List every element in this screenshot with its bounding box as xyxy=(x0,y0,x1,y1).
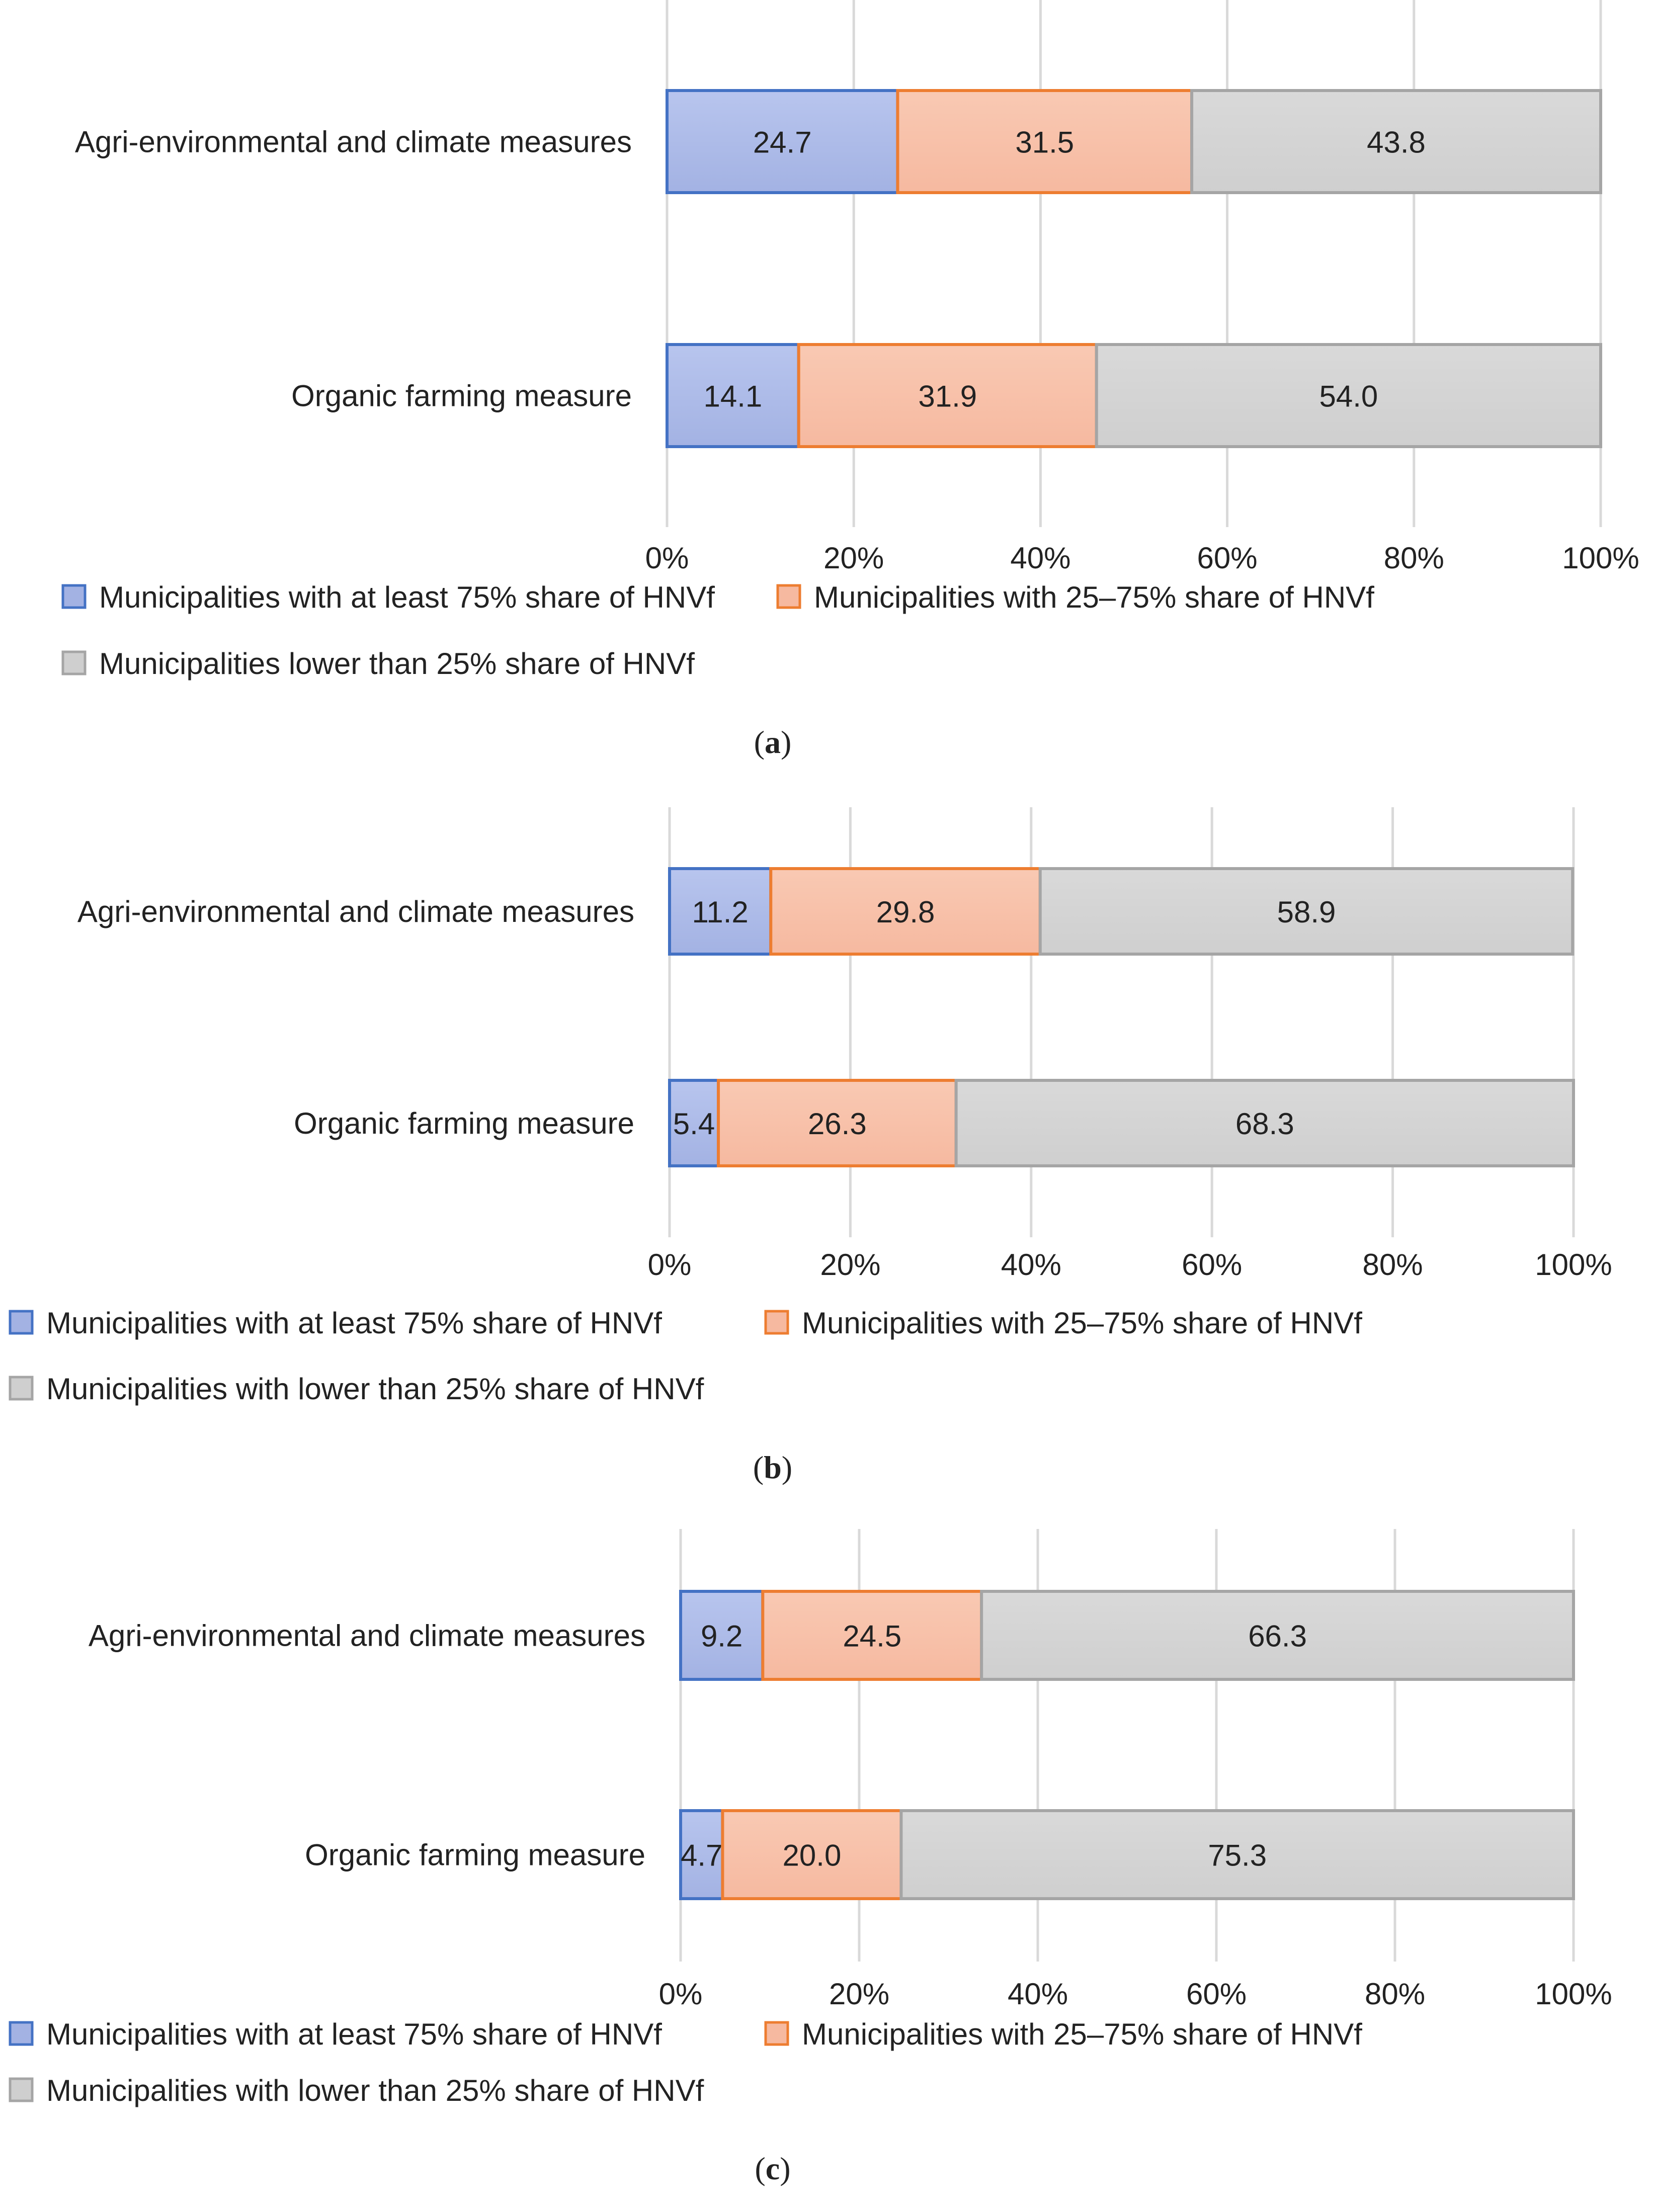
x-tick-label: 0% xyxy=(659,1977,703,2011)
bar-segment xyxy=(679,1809,724,1900)
legend-swatch xyxy=(9,1310,34,1335)
x-tick-label: 80% xyxy=(1363,1248,1423,1282)
panel-a: 0% 20% 40% 60% 80% 100% Agri-environmental and… xyxy=(61,0,1639,760)
data-label: 31.9 xyxy=(918,380,977,413)
x-tick-label: 80% xyxy=(1384,541,1444,575)
legend-label: Municipalities with lower than 25% share… xyxy=(46,1372,704,1406)
bar-segment xyxy=(668,1079,720,1167)
legend-label: Municipalities with lower than 25% share… xyxy=(46,2074,704,2107)
bar-segment xyxy=(1095,343,1602,448)
caption-open: ( xyxy=(755,2151,765,2186)
x-tick-label: 60% xyxy=(1197,541,1258,575)
x-tick-label: 20% xyxy=(820,1248,880,1282)
panel-c: 0% 20% 40% 60% 80% 100% Agri-environmental and… xyxy=(9,1529,1612,2186)
panel-caption: (b) xyxy=(753,1450,792,1485)
legend-label: Municipalities with 25–75% share of HNVf xyxy=(802,1306,1362,1340)
x-tick-label: 80% xyxy=(1365,1977,1425,2011)
legend-label: Municipalities lower than 25% share of H… xyxy=(99,647,695,680)
bar-segment xyxy=(761,1590,983,1681)
panel-caption: (c) xyxy=(755,2151,790,2186)
x-tick-label: 60% xyxy=(1186,1977,1247,2011)
legend-label: Municipalities with 25–75% share of HNVf xyxy=(802,2017,1362,2051)
bar-segment xyxy=(797,343,1098,448)
data-label: 75.3 xyxy=(1208,1839,1267,1873)
category-label: Organic farming measure xyxy=(294,1107,634,1140)
caption-open: ( xyxy=(754,724,765,760)
legend-swatch xyxy=(764,1310,789,1335)
data-label: 14.1 xyxy=(703,380,762,413)
data-label: 31.5 xyxy=(1015,126,1074,159)
bar-segment xyxy=(721,1809,903,1900)
category-label: Agri-environmental and climate measures xyxy=(75,125,632,159)
bar-segment xyxy=(954,1079,1575,1167)
legend-swatch xyxy=(61,650,87,675)
caption-open: ( xyxy=(753,1450,764,1485)
data-label: 9.2 xyxy=(701,1620,742,1653)
x-tick-label: 100% xyxy=(1562,541,1639,575)
legend-label: Municipalities with 25–75% share of HNVf xyxy=(814,580,1374,614)
bar-segment xyxy=(666,343,800,448)
x-tick-label: 20% xyxy=(829,1977,889,2011)
x-tick-label: 100% xyxy=(1535,1248,1612,1282)
legend-swatch xyxy=(9,1376,34,1401)
category-label: Organic farming measure xyxy=(291,379,632,413)
caption-letter: b xyxy=(764,1450,782,1485)
data-label: 26.3 xyxy=(808,1107,867,1141)
caption-close: ) xyxy=(782,1450,792,1485)
data-label: 4.7 xyxy=(681,1839,722,1873)
data-label: 43.8 xyxy=(1367,126,1426,159)
legend-swatch xyxy=(61,584,87,609)
legend-swatch xyxy=(9,2021,34,2046)
legend-swatch xyxy=(9,2077,34,2102)
category-label: Agri-environmental and climate measures xyxy=(77,895,634,928)
category-label: Agri-environmental and climate measures xyxy=(89,1619,645,1653)
legend-label: Municipalities with at least 75% share o… xyxy=(99,580,715,614)
x-tick-label: 40% xyxy=(1010,541,1070,575)
legend-label: Municipalities with at least 75% share o… xyxy=(46,1306,662,1340)
data-label: 24.5 xyxy=(843,1620,901,1653)
bar-segment xyxy=(980,1590,1575,1681)
data-label: 29.8 xyxy=(876,895,935,929)
bar-segment xyxy=(1190,89,1602,194)
caption-letter: c xyxy=(766,2151,780,2186)
bar-segment xyxy=(1038,867,1575,956)
legend-swatch xyxy=(776,584,801,609)
data-label: 20.0 xyxy=(783,1839,842,1873)
bar-segment xyxy=(899,1809,1575,1900)
x-tick-label: 0% xyxy=(645,541,689,575)
legend-swatch xyxy=(764,2021,789,2046)
data-label: 68.3 xyxy=(1235,1107,1294,1141)
x-tick-label: 20% xyxy=(823,541,884,575)
data-label: 58.9 xyxy=(1277,895,1336,929)
bar-segment xyxy=(717,1079,958,1167)
caption-close: ) xyxy=(780,2151,790,2186)
panel-b: 0% 20% 40% 60% 80% 100% Agri-environmental and… xyxy=(9,807,1612,1485)
data-label: 66.3 xyxy=(1248,1620,1307,1653)
category-label: Organic farming measure xyxy=(305,1838,645,1872)
legend-label: Municipalities with at least 75% share o… xyxy=(46,2017,662,2051)
data-label: 24.7 xyxy=(753,126,812,159)
caption-close: ) xyxy=(781,724,791,760)
data-label: 5.4 xyxy=(673,1107,715,1141)
x-tick-label: 0% xyxy=(648,1248,692,1282)
caption-letter: a xyxy=(765,724,781,760)
bar-segment xyxy=(668,867,773,956)
x-tick-label: 40% xyxy=(1001,1248,1061,1282)
x-tick-label: 40% xyxy=(1008,1977,1068,2011)
x-tick-label: 100% xyxy=(1535,1977,1612,2011)
panel-caption: (a) xyxy=(754,724,792,760)
x-tick-label: 60% xyxy=(1182,1248,1242,1282)
bar-segment xyxy=(679,1590,765,1681)
bar-segment xyxy=(666,89,899,194)
data-label: 54.0 xyxy=(1319,380,1378,413)
data-label: 11.2 xyxy=(692,895,748,929)
